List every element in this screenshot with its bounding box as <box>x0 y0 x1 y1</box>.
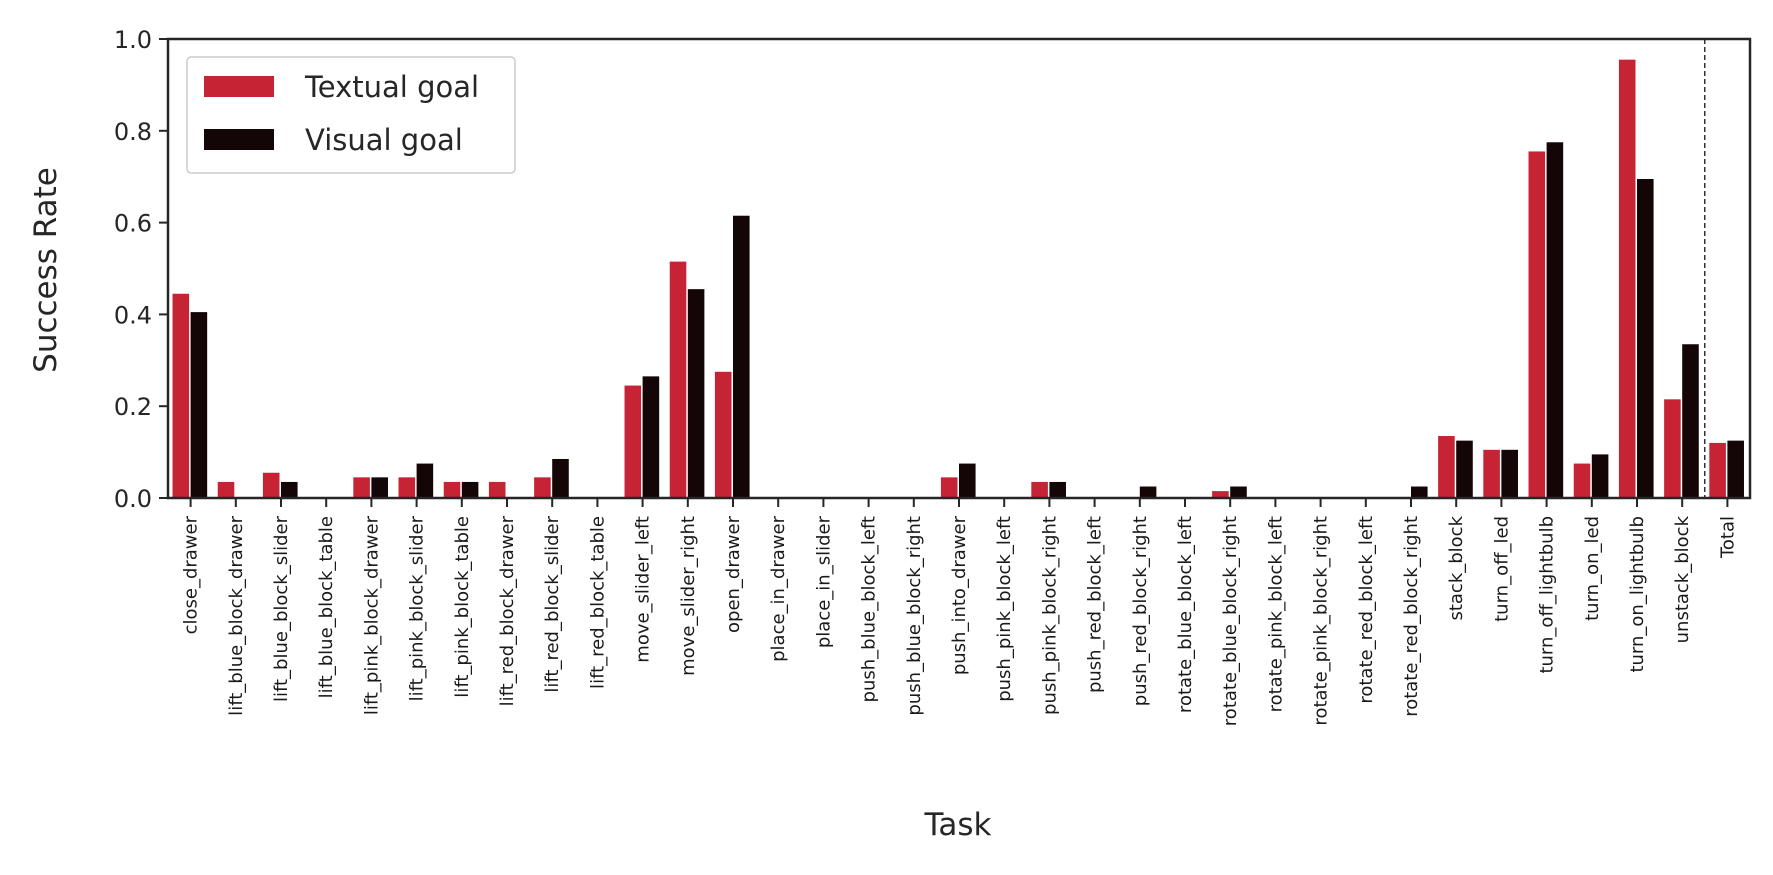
bar-textual-lift_red_block_slider <box>534 477 551 498</box>
bar-visual-Total <box>1727 440 1744 499</box>
x-tick-label: push_into_drawer <box>949 515 970 675</box>
y-axis: 0.0 0.2 0.4 0.6 0.8 1.0 <box>114 26 168 513</box>
bar-visual-move_slider_right <box>687 289 705 498</box>
legend-label-visual-goal: Visual goal <box>305 123 463 157</box>
legend-swatch-textual-goal <box>204 76 274 97</box>
bar-visual-turn_on_lightbulb <box>1637 179 1654 498</box>
bar-visual-lift_blue_block_slider <box>281 481 298 498</box>
bar-visual-push_red_block_right <box>1139 486 1157 498</box>
bar-visual-lift_pink_block_table <box>461 481 479 498</box>
bar-visual-push_into_drawer <box>959 463 976 498</box>
bar-textual-turn_on_led <box>1573 463 1591 498</box>
bar-visual-lift_red_block_slider <box>552 458 569 498</box>
bar-textual-stack_block <box>1438 436 1455 498</box>
x-tick-label: turn_on_led <box>1582 516 1603 621</box>
bar-textual-rotate_blue_block_right <box>1212 491 1229 498</box>
bar-textual-lift_red_block_drawer <box>488 481 506 498</box>
x-tick-label: turn_off_led <box>1491 516 1512 622</box>
x-tick-label: lift_blue_block_drawer <box>226 515 247 715</box>
bar-visual-rotate_blue_block_right <box>1230 486 1247 498</box>
y-axis-title: Success Rate <box>28 167 64 373</box>
bar-textual-move_slider_right <box>669 261 687 498</box>
bar-textual-open_drawer <box>714 371 732 498</box>
y-tick-label: 0.6 <box>114 210 152 238</box>
y-tick-label: 0.8 <box>114 118 152 146</box>
x-tick-label: lift_pink_block_slider <box>407 515 428 701</box>
x-tick-label: turn_on_lightbulb <box>1627 516 1648 673</box>
y-tick-label: 0.0 <box>114 485 152 513</box>
bar-visual-push_pink_block_right <box>1049 481 1066 498</box>
bar-visual-lift_pink_block_drawer <box>371 477 388 498</box>
bar-textual-unstack_block <box>1664 399 1681 498</box>
bar-visual-open_drawer <box>733 215 750 498</box>
y-tick-label: 0.4 <box>114 301 152 329</box>
x-tick-label: rotate_blue_block_left <box>1175 516 1196 713</box>
bar-visual-turn_off_led <box>1501 449 1518 498</box>
x-tick-label: open_drawer <box>723 515 744 633</box>
x-tick-label: push_red_block_left <box>1085 516 1106 693</box>
x-tick-label: push_pink_block_left <box>994 516 1015 702</box>
bar-textual-Total <box>1709 442 1726 498</box>
x-tick-label: push_red_block_right <box>1130 516 1151 706</box>
x-tick-label: rotate_pink_block_right <box>1311 516 1332 726</box>
bar-textual-lift_pink_block_slider <box>398 477 416 498</box>
x-tick-label: rotate_red_block_right <box>1401 516 1422 717</box>
bar-textual-push_pink_block_right <box>1031 481 1048 498</box>
x-axis: close_drawer lift_blue_block_drawer lift_b… <box>181 498 1738 726</box>
bar-visual-lift_pink_block_slider <box>416 463 434 498</box>
x-tick-label: unstack_block <box>1672 515 1693 643</box>
bar-visual-stack_block <box>1456 440 1473 499</box>
bar-textual-lift_pink_block_table <box>443 481 461 498</box>
legend-label-textual-goal: Textual goal <box>304 70 479 104</box>
legend: Textual goal Visual goal <box>186 56 516 174</box>
y-tick-label: 0.2 <box>114 393 152 421</box>
bar-textual-turn_off_lightbulb <box>1528 151 1546 498</box>
x-tick-label: rotate_pink_block_left <box>1265 516 1286 712</box>
x-tick-label: place_in_slider <box>813 515 834 648</box>
x-tick-label: place_in_drawer <box>768 515 789 661</box>
x-tick-label: lift_blue_block_slider <box>271 515 292 702</box>
x-tick-label: push_pink_block_right <box>1039 516 1060 715</box>
x-tick-label: close_drawer <box>181 515 202 634</box>
bar-textual-close_drawer <box>172 293 190 498</box>
bars-group <box>172 59 1744 499</box>
x-tick-label: lift_pink_block_table <box>452 516 473 698</box>
x-tick-label: rotate_red_block_left <box>1356 516 1377 704</box>
bar-visual-close_drawer <box>190 312 208 498</box>
bar-textual-lift_blue_block_drawer <box>217 481 235 498</box>
x-tick-label: push_blue_block_left <box>859 516 880 702</box>
y-tick-label: 1.0 <box>114 26 152 54</box>
bar-textual-turn_off_led <box>1483 449 1500 498</box>
x-tick-label: stack_block <box>1446 515 1467 620</box>
x-tick-label: lift_red_block_slider <box>542 515 563 692</box>
x-tick-label: Total <box>1717 516 1738 559</box>
x-tick-label: move_slider_left <box>633 516 654 663</box>
legend-swatch-visual-goal <box>204 129 274 150</box>
x-tick-label: lift_pink_block_drawer <box>361 515 382 715</box>
x-tick-label: lift_red_block_drawer <box>497 515 518 706</box>
x-tick-label: lift_red_block_table <box>587 516 608 689</box>
bar-textual-move_slider_left <box>624 385 642 498</box>
bar-visual-rotate_red_block_right <box>1411 486 1428 498</box>
bar-visual-turn_on_led <box>1591 454 1609 498</box>
bar-visual-turn_off_lightbulb <box>1546 142 1564 498</box>
bar-visual-move_slider_left <box>642 376 660 498</box>
bar-visual-unstack_block <box>1682 344 1699 498</box>
x-tick-label: lift_blue_block_table <box>316 516 337 698</box>
x-tick-label: move_slider_right <box>678 516 699 676</box>
x-tick-label: turn_off_lightbulb <box>1537 516 1558 674</box>
bar-textual-lift_blue_block_slider <box>262 472 280 498</box>
bar-textual-turn_on_lightbulb <box>1618 59 1636 498</box>
x-tick-label: rotate_blue_block_right <box>1220 516 1241 726</box>
x-tick-label: push_blue_block_right <box>904 516 925 716</box>
plot-frame <box>166 37 1752 500</box>
x-axis-title: Task <box>924 807 992 843</box>
bar-textual-lift_pink_block_drawer <box>353 477 370 498</box>
bar-textual-push_into_drawer <box>940 477 958 498</box>
